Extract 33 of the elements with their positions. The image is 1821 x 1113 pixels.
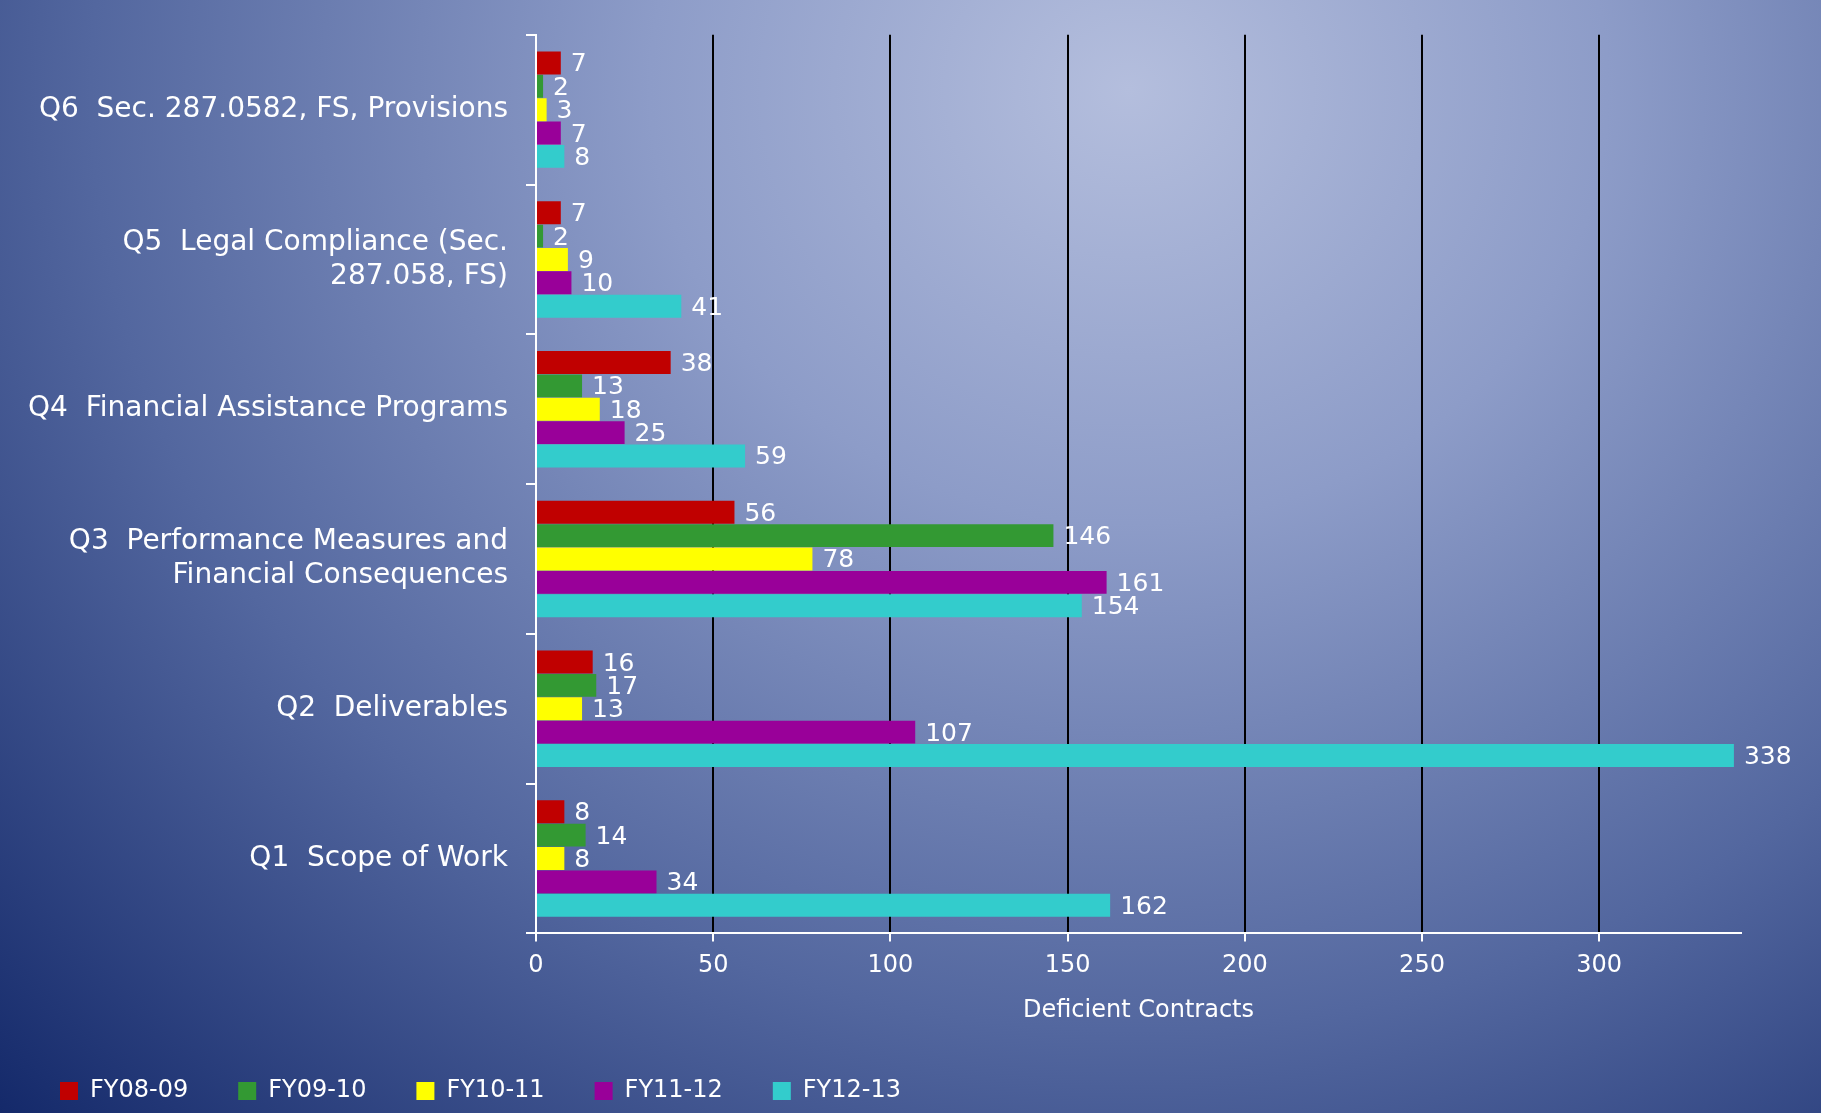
data-label: 56 xyxy=(744,497,777,527)
data-label: 59 xyxy=(755,441,787,471)
y-tick-label: Q4 Financial Assistance Programs xyxy=(27,390,508,424)
data-label: 338 xyxy=(1743,740,1792,770)
legend-label: FY12-13 xyxy=(802,1075,902,1104)
data-label: 78 xyxy=(822,544,855,574)
x-tick-label: 200 xyxy=(1221,950,1268,979)
y-tick-label: Q2 Deliverables xyxy=(276,690,508,724)
legend-label: FY10-11 xyxy=(446,1075,545,1104)
data-label: 162 xyxy=(1120,890,1168,920)
x-tick-label: 300 xyxy=(1576,950,1623,979)
data-label: 34 xyxy=(666,867,699,897)
x-tick-label: 150 xyxy=(1044,950,1091,979)
data-label: 7 xyxy=(570,198,587,228)
y-tick-label: Q5 Legal Compliance (Sec. 287.058, FS) xyxy=(122,223,508,291)
data-label: 8 xyxy=(574,797,591,827)
data-label: 107 xyxy=(925,717,973,747)
y-tick-label: Q3 Performance Measures and Financial Consequences xyxy=(68,523,508,591)
data-label: 2 xyxy=(553,221,569,251)
x-tick-label: 100 xyxy=(867,950,914,979)
y-tick-label: Q6 Sec. 287.0582, FS, Provisions xyxy=(38,90,508,124)
x-tick-label: 50 xyxy=(697,950,729,979)
x-axis-title: Deficient Contracts xyxy=(1023,994,1254,1023)
x-tick-label: 0 xyxy=(528,950,544,979)
x-tick-label: 250 xyxy=(1399,950,1445,979)
legend-label: FY11-12 xyxy=(624,1075,723,1104)
legend-label: FY08-09 xyxy=(90,1075,189,1104)
y-tick-label: Q1 Scope of Work xyxy=(249,839,509,873)
data-label: 8 xyxy=(574,844,591,874)
data-label: 38 xyxy=(680,347,713,377)
legend-label: FY09-10 xyxy=(268,1075,367,1104)
data-label: 14 xyxy=(595,820,628,850)
data-label: 7 xyxy=(570,48,587,78)
